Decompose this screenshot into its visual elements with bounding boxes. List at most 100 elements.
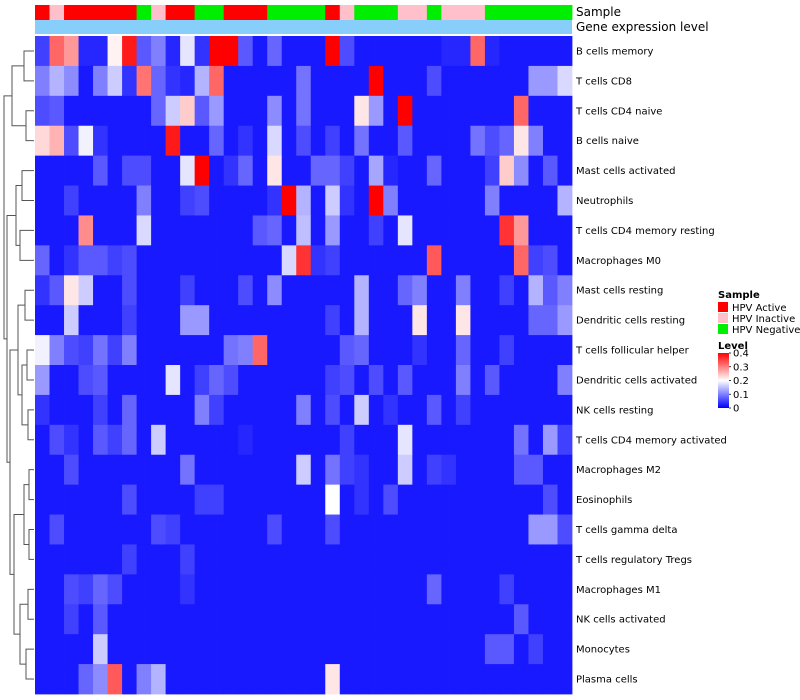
heatmap-cell — [354, 245, 370, 276]
heatmap-cell — [64, 36, 79, 67]
heatmap-cell — [180, 544, 196, 575]
heatmap-cell — [325, 155, 341, 186]
heatmap-cell — [557, 424, 573, 456]
heatmap-cell — [383, 604, 399, 635]
heatmap-cell — [470, 36, 486, 67]
heatmap-cell — [151, 634, 167, 665]
heatmap-cell — [180, 95, 196, 127]
sample-annotation-cell — [325, 5, 341, 20]
heatmap-cell — [209, 544, 225, 575]
heatmap-cell — [441, 365, 457, 396]
heatmap-cell — [151, 514, 167, 545]
row-label: NK cells activated — [576, 615, 666, 626]
heatmap-cell — [499, 125, 515, 157]
dendrogram-branch — [28, 469, 32, 501]
heatmap-cell — [557, 245, 573, 276]
heatmap-cell — [238, 514, 254, 545]
heatmap-cell — [165, 125, 181, 157]
row-label: Dendritic cells resting — [576, 316, 685, 327]
heatmap-cell — [368, 394, 384, 426]
heatmap-cell — [223, 604, 239, 635]
heatmap-cell — [209, 365, 225, 396]
heatmap-cell — [339, 125, 355, 157]
heatmap-cell — [180, 394, 196, 426]
heatmap-cell — [470, 574, 486, 605]
heatmap-cell — [296, 335, 312, 366]
heatmap-cell — [412, 155, 428, 186]
heatmap-cell — [528, 215, 544, 246]
heatmap-cell — [484, 185, 500, 216]
heatmap-cell — [151, 394, 167, 426]
heatmap-cell — [441, 215, 457, 246]
heatmap-cell — [426, 514, 442, 545]
heatmap-cell — [194, 514, 210, 545]
heatmap-cell — [557, 95, 573, 127]
heatmap-cell — [151, 664, 167, 695]
heatmap-cell — [354, 544, 370, 575]
heatmap-cell — [339, 484, 355, 515]
heatmap-cell — [35, 65, 50, 97]
heatmap-cell — [238, 424, 254, 456]
heatmap-cell — [557, 125, 573, 157]
heatmap-cell — [455, 424, 471, 456]
heatmap-cell — [513, 574, 529, 605]
heatmap-cell — [296, 664, 312, 695]
heatmap-cell — [49, 454, 65, 486]
heatmap-cell — [455, 65, 471, 97]
heatmap-cell — [499, 604, 515, 635]
heatmap-cell — [107, 484, 123, 515]
heatmap-cell — [557, 215, 573, 246]
heatmap-cell — [383, 275, 399, 306]
heatmap-cell — [180, 305, 196, 336]
heatmap-cell — [557, 394, 573, 426]
heatmap-cell — [93, 514, 108, 545]
heatmap-cell — [281, 365, 297, 396]
heatmap-cell — [310, 514, 326, 545]
heatmap-cell — [397, 484, 413, 515]
heatmap-cell — [455, 604, 471, 635]
heatmap-cell — [151, 335, 167, 366]
heatmap-cell — [296, 305, 312, 336]
heatmap-cell — [499, 424, 515, 456]
heatmap-cell — [281, 574, 297, 605]
heatmap-cell — [107, 305, 123, 336]
dendrogram-branch — [19, 603, 28, 665]
heatmap-cell — [455, 275, 471, 306]
heatmap-cell — [223, 36, 239, 67]
heatmap-cell — [209, 245, 225, 276]
row-label: T cells regulatory Tregs — [575, 555, 692, 566]
heatmap-cell — [267, 634, 283, 665]
heatmap-cell — [412, 65, 428, 97]
heatmap-cell — [122, 574, 137, 605]
heatmap-cell — [383, 544, 399, 575]
sample-annotation-cell — [151, 5, 167, 20]
heatmap-cell — [310, 36, 326, 67]
sample-annotation-cell — [194, 5, 210, 20]
heatmap-cell — [238, 454, 254, 486]
heatmap-cell — [49, 634, 65, 665]
heatmap-cell — [455, 454, 471, 486]
heatmap-cell — [209, 155, 225, 186]
heatmap-cell — [499, 544, 515, 575]
heatmap-cell — [441, 65, 457, 97]
heatmap-cell — [354, 65, 370, 97]
heatmap-cell — [513, 544, 529, 575]
heatmap-cell — [484, 275, 500, 306]
row-label: Macrophages M1 — [576, 585, 661, 596]
heatmap-cell — [354, 365, 370, 396]
heatmap-cell — [35, 544, 50, 575]
heatmap-cell — [209, 95, 225, 127]
heatmap-cell — [542, 544, 558, 575]
row-label: B cells naive — [576, 136, 639, 147]
heatmap-cell — [209, 335, 225, 366]
heatmap-cell — [513, 125, 529, 157]
heatmap-cell — [470, 544, 486, 575]
heatmap-cell — [354, 36, 370, 67]
heatmap-cell — [441, 245, 457, 276]
heatmap-cell — [151, 215, 167, 246]
sample-annotation-cell — [49, 5, 65, 20]
heatmap-cell — [528, 604, 544, 635]
heatmap-cell — [151, 574, 167, 605]
heatmap-cell — [64, 155, 79, 186]
